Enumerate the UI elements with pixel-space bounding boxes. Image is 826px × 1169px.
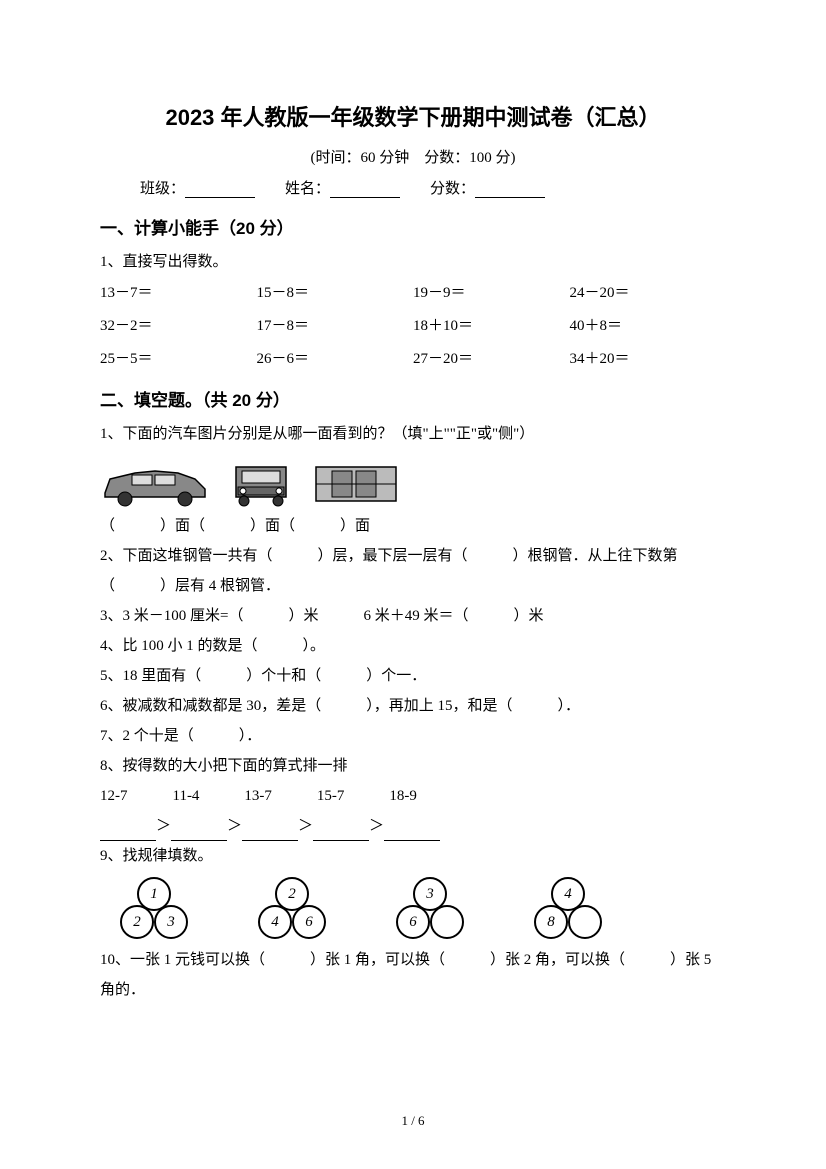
order-blank (242, 825, 298, 842)
s2-q8-order: ＞＞＞＞ (100, 811, 726, 841)
ball-bl: 6 (396, 905, 430, 939)
calc-cell: 15－8＝ (257, 277, 414, 310)
score-label: 分数： (430, 177, 475, 198)
s2-q8: 8、按得数的大小把下面的算式排一排 (100, 751, 726, 781)
order-blank (313, 825, 369, 842)
calc-cell: 24－20＝ (570, 277, 727, 310)
s2-q7: 7、2 个十是（ ）． (100, 721, 726, 751)
s2-q10: 10、一张 1 元钱可以换（ ）张 1 角，可以换（ ）张 2 角，可以换（ ）… (100, 945, 726, 1005)
calc-cell: 34＋20＝ (570, 343, 727, 376)
calc-grid: 13－7＝ 15－8＝ 19－9＝ 24－20＝ 32－2＝ 17－8＝ 18＋… (100, 277, 726, 376)
s2-q8-items: 12-7 11-4 13-7 15-7 18-9 (100, 781, 726, 811)
order-blank (100, 825, 156, 842)
calc-cell: 19－9＝ (413, 277, 570, 310)
ball-bl: 2 (120, 905, 154, 939)
class-label: 班级： (140, 177, 185, 198)
ball-br (430, 905, 464, 939)
class-blank (185, 182, 255, 199)
calc-cell: 40＋8＝ (570, 310, 727, 343)
ball-br: 6 (292, 905, 326, 939)
s2-q4: 4、比 100 小 1 的数是（ ）。 (100, 631, 726, 661)
s2-q9: 9、找规律填数。 (100, 841, 726, 871)
car-side-icon (100, 461, 210, 507)
section-2-heading: 二、填空题。（共 20 分） (100, 386, 726, 411)
s2-q5: 5、18 里面有（ ）个十和（ ）个一． (100, 661, 726, 691)
car-top-icon (312, 461, 400, 507)
calc-cell: 27－20＝ (413, 343, 570, 376)
calc-cell: 13－7＝ (100, 277, 257, 310)
info-line: 班级： 姓名： 分数： (100, 177, 726, 198)
ball-br (568, 905, 602, 939)
calc-cell: 18＋10＝ (413, 310, 570, 343)
ball-br: 3 (154, 905, 188, 939)
ball-cluster: 1 2 3 (110, 877, 198, 939)
ball-bl: 4 (258, 905, 292, 939)
car-front-icon (228, 461, 294, 507)
page-footer: 1 / 6 (0, 1113, 826, 1129)
s2-q2: 2、下面这堆钢管一共有（ ）层，最下层一层有（ ）根钢管．从上往下数第（ ）层有… (100, 541, 726, 601)
order-blank (384, 825, 440, 842)
order-blank (171, 825, 227, 842)
ball-cluster: 2 4 6 (248, 877, 336, 939)
ball-cluster: 3 6 (386, 877, 474, 939)
calc-cell: 26－6＝ (257, 343, 414, 376)
s2-q1-caption: （ ）面（ ）面（ ）面 (100, 511, 726, 541)
s2-q1: 1、下面的汽车图片分别是从哪一面看到的？（填"上""正"或"侧"） (100, 419, 726, 449)
calc-cell: 17－8＝ (257, 310, 414, 343)
section-1-heading: 一、计算小能手（20 分） (100, 214, 726, 239)
calc-cell: 32－2＝ (100, 310, 257, 343)
s1-q1-label: 1、直接写出得数。 (100, 247, 726, 277)
s2-q3: 3、3 米－100 厘米=（ ）米 6 米＋49 米＝（ ）米 (100, 601, 726, 631)
car-images (100, 457, 726, 507)
name-label: 姓名： (285, 177, 330, 198)
balls-row: 1 2 3 2 4 6 3 6 4 8 (110, 877, 726, 939)
page-title: 2023 年人教版一年级数学下册期中测试卷（汇总） (100, 100, 726, 132)
name-blank (330, 182, 400, 199)
score-blank (475, 182, 545, 199)
calc-cell: 25－5＝ (100, 343, 257, 376)
subtitle: (时间：60 分钟 分数：100 分) (100, 146, 726, 167)
s2-q6: 6、被减数和减数都是 30，差是（ ），再加上 15，和是（ ）． (100, 691, 726, 721)
ball-cluster: 4 8 (524, 877, 612, 939)
ball-bl: 8 (534, 905, 568, 939)
